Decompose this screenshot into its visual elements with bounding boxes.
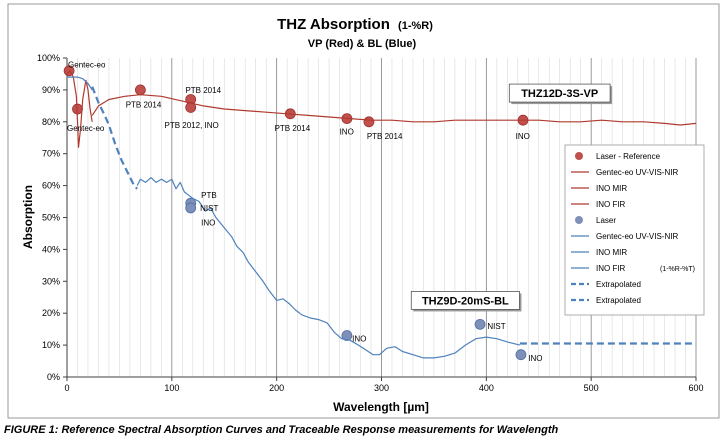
y-tick-label: 70% [42, 149, 60, 159]
legend-swatch-marker [575, 152, 583, 160]
data-annotation: INO [340, 127, 354, 136]
x-tick-label: 100 [164, 383, 179, 393]
y-tick-label: 40% [42, 244, 60, 254]
series-line [91, 86, 138, 190]
data-point [474, 318, 486, 330]
x-tick-label: 400 [479, 383, 494, 393]
box-label-text: THZ9D-20mS-BL [422, 295, 509, 307]
chart-title-suffix: (1-%R) [398, 20, 433, 32]
y-axis-label: Absorption [21, 185, 35, 249]
box-labels-layer: THZ12D-3S-VP THZ9D-20mS-BL [410, 83, 613, 312]
data-annotation: PTB [201, 191, 217, 200]
legend-label: INO FIR [596, 200, 626, 209]
legend-layer: Laser - Reference Gentec-eo UV-VIS-NIR INO… [564, 144, 705, 316]
chart-title: THZ Absorption (1-%R) [277, 16, 433, 33]
legend-label: Gentec-eo UV-VIS-NIR [596, 232, 678, 241]
data-annotation: Gentec-eo [67, 124, 105, 133]
data-annotation: PTB 2014 [275, 124, 311, 133]
y-tick-label: 10% [42, 340, 60, 350]
data-point [363, 116, 375, 128]
series-layer [63, 65, 697, 361]
legend-label: Extrapolated [596, 280, 641, 289]
y-tick-label: 0% [47, 372, 60, 382]
figure-caption: FIGURE 1: Reference Spectral Absorption … [4, 424, 559, 436]
y-tick-label: 80% [42, 117, 60, 127]
grid-layer [77, 58, 697, 377]
series-line [66, 70, 93, 148]
data-point [134, 84, 146, 96]
box-label-frame [508, 83, 611, 103]
x-tick-label: 600 [688, 383, 703, 393]
data-annotation: Gentec-eo [68, 60, 106, 69]
annotations-layer: Gentec-eo Gentec-eo PTB 2014 PTB 2014 PTB 20… [67, 60, 543, 362]
data-annotation: INO [516, 132, 530, 141]
data-point [341, 330, 353, 341]
y-tick-label: 90% [42, 85, 60, 95]
x-tick-label: 200 [269, 383, 284, 393]
y-tick-label: 60% [42, 181, 60, 191]
y-tick-label: 50% [42, 213, 60, 223]
legend-label: Laser - Reference [596, 152, 661, 161]
data-annotation: NIST [200, 204, 218, 213]
series-line [67, 76, 93, 91]
series-line [136, 177, 521, 359]
legend-label-extra: (1-%R-%T) [660, 266, 695, 273]
legend-label: INO MIR [596, 248, 627, 257]
box-label-frame [410, 291, 520, 310]
data-point [185, 202, 197, 214]
y-tick-label: 100% [37, 53, 60, 63]
legend-box [564, 144, 705, 316]
data-annotation: PTB 2014 [126, 100, 162, 109]
axes-layer: 0% 10% 20% 30% 40% 50% 60% 70% 80% 90% 100% 0 100 200… [37, 53, 704, 393]
chart-subtitle: VP (Red) & BL (Blue) [308, 38, 417, 50]
x-tick-label: 0 [64, 383, 69, 393]
legend-label: Gentec-eo UV-VIS-NIR [596, 168, 678, 177]
legend-label: Extrapolated [596, 296, 641, 305]
legend-label: INO MIR [596, 184, 627, 193]
x-axis-label: Wavelength [µm] [333, 400, 429, 414]
data-annotation: INO [352, 335, 366, 344]
chart-title-main: THZ Absorption [277, 16, 390, 33]
x-tick-label: 500 [584, 383, 599, 393]
series-line [91, 94, 697, 126]
data-point [515, 349, 527, 361]
data-annotation: INO [201, 218, 215, 227]
chart-svg: 0% 10% 20% 30% 40% 50% 60% 70% 80% 90% 100% 0 100 200… [7, 3, 720, 419]
data-annotation: PTB 2014 [185, 86, 221, 95]
box-label-text: THZ12D-3S-VP [521, 88, 598, 100]
data-annotation: INO [528, 354, 542, 363]
legend-label: Laser [596, 216, 616, 225]
y-tick-label: 20% [42, 308, 60, 318]
data-annotation: NIST [487, 322, 505, 331]
x-tick-label: 300 [374, 383, 389, 393]
data-annotation: PTB 2012, INO [164, 121, 218, 130]
y-tick-label: 30% [42, 276, 60, 286]
legend-label: INO FIR [596, 264, 626, 273]
legend-swatch-marker [575, 216, 583, 224]
data-annotation: PTB 2014 [367, 132, 403, 141]
